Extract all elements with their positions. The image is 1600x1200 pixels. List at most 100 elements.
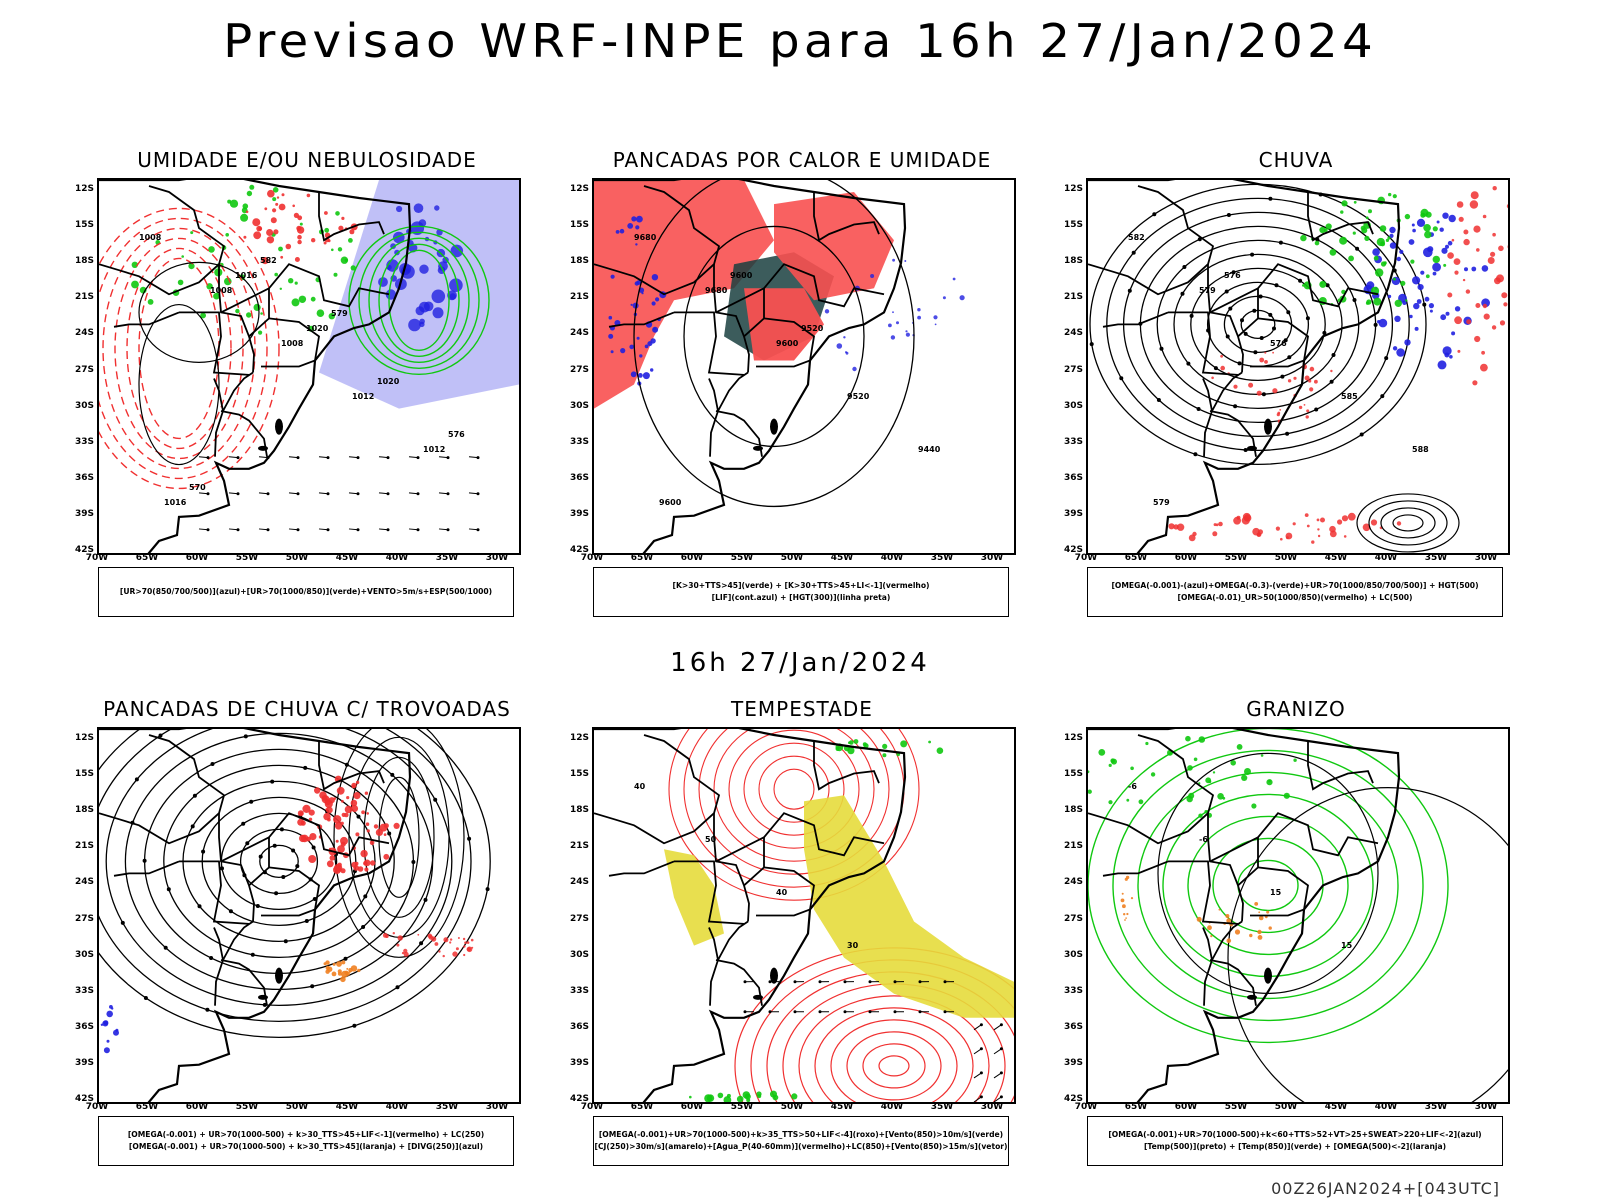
omega-red [1370,519,1378,526]
storm-red [333,815,342,824]
wind-vector-head [266,528,270,532]
coastline [1088,180,1401,553]
storm-red [353,792,361,800]
storm-red [462,937,466,941]
wind-vector-head [446,528,450,532]
contour-label: 30 [847,941,859,950]
streamline-arrow [1224,289,1229,294]
wind-vector-head [979,1071,983,1075]
streamline-arrow [1233,404,1238,409]
storm-red [463,945,466,948]
thickness-red [327,239,331,243]
streamline-arrow [304,919,309,923]
longitude-label: 40W [880,553,904,563]
contour-label: 1016 [235,271,258,280]
humidity-green [337,247,343,252]
border-line [1307,741,1374,791]
humidity-dark-blue [438,261,448,271]
wind-vector-head [893,980,897,984]
wind850-green [772,1094,779,1101]
contour-line [1112,749,1424,1022]
coastline [1088,729,1401,1102]
humidity-green [272,197,277,202]
longitude-label: 55W [235,553,259,563]
lif-blue [650,368,654,372]
contour-line [1380,507,1436,539]
omega-red [1233,384,1238,389]
streamline [1106,197,1410,452]
omega-red [1317,528,1320,531]
contour-line [1157,752,1379,994]
omega-red [1490,251,1496,257]
omega-green [1425,274,1430,279]
lake [753,994,763,1000]
omega-red [1306,409,1310,413]
lif-blue [610,350,614,354]
latitude-label: 18S [1063,805,1083,816]
storm-red [297,818,305,826]
humidity-green [181,255,184,258]
thickness-red [275,202,279,206]
lagoon [275,967,283,984]
streamline-arrow [272,843,277,848]
omega-red [1256,390,1262,396]
latitude-label: 12S [74,733,94,744]
contour-label: 1020 [306,324,329,333]
omega-blue [1427,246,1434,253]
latitude-label: 27S [569,913,589,924]
omega500-orange [1120,898,1125,903]
omega-red [1463,238,1470,246]
omega-blue [1389,226,1396,234]
streamline-arrow [201,849,206,854]
contour-label: 1012 [423,445,445,454]
humidity-dark-blue [396,205,403,213]
longitude-label: 40W [1374,1102,1398,1112]
longitude-label: 50W [1274,1102,1298,1112]
temp850-green [1293,758,1297,762]
latitude-label: 18S [74,805,94,816]
latitude-label: 42S [74,545,94,555]
storm-red [357,866,364,872]
omega-green [1319,280,1327,288]
contour-label: 1020 [377,377,400,386]
legend-line: [OMEGA(-0.001)+UR>70(1000-500)+k<60+TTS>… [1108,1130,1482,1139]
lif-blue [942,296,946,300]
humidity-green [246,190,253,197]
humidity-dark-blue [449,293,456,300]
temp850-green [1145,741,1149,746]
lif-blue [635,243,638,246]
thickness-red [276,196,280,199]
border-line [1209,286,1259,338]
storm-red [373,824,379,829]
longitude-label: 55W [730,553,754,563]
longitude-label: 50W [1274,553,1298,563]
wind850-green [704,1094,713,1102]
longitude-label: 30W [1474,553,1498,563]
lif-blue [896,321,899,325]
wind850-green [791,1093,798,1100]
latitude-label: 15S [569,769,589,780]
omega-red [1470,191,1479,200]
lif-blue [615,230,620,234]
wind-vector [228,456,239,459]
legend-line: [OMEGA(-0.001) + UR>70(1000-500) + k>30_… [127,1130,485,1139]
streamline-arrow [1380,394,1385,399]
omega-green [1394,299,1402,307]
streamline-arrow [1226,213,1231,217]
omega-red [1304,513,1309,517]
omega-blue [1389,242,1397,249]
temp850-green [1130,766,1134,771]
humidity-green [213,292,220,300]
omega-red [1293,376,1297,380]
wind-vector-head [918,1010,922,1014]
longitude-label: 45W [1324,1102,1348,1112]
storm-red [383,853,390,860]
omega-blue [1411,223,1415,227]
storm-red [463,953,466,957]
omega-green [1340,210,1344,214]
thickness-red [266,229,274,236]
storm-red [299,834,307,843]
latitude-label: 39S [1063,1057,1083,1068]
longitude-label: 55W [1224,553,1248,563]
thickness-red [341,216,345,220]
